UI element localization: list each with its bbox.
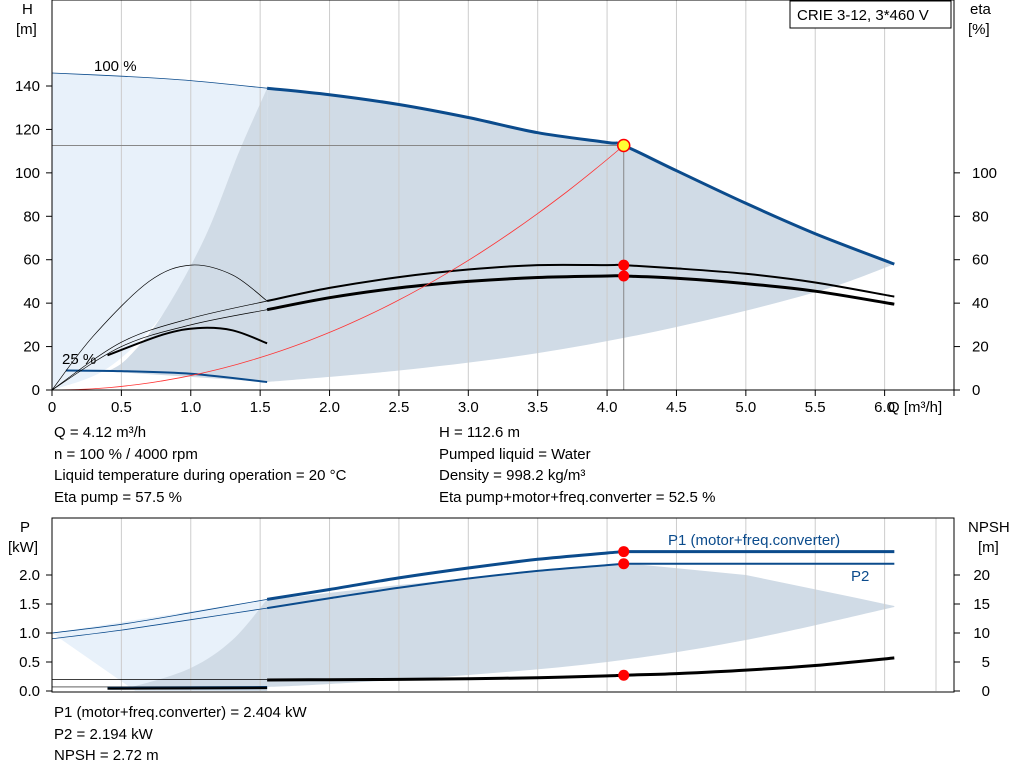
npsh-label-1: NPSH <box>968 519 1010 536</box>
y-left-tick-label: 2.0 <box>19 567 40 584</box>
info-top-right: H = 112.6 m Pumped liquid = Water Densit… <box>439 422 715 508</box>
y-left-tick-label: 120 <box>15 121 40 138</box>
y-left-tick-label: 20 <box>23 339 40 356</box>
y-left-tick-label: 140 <box>15 78 40 95</box>
y-left-tick-label: 40 <box>23 295 40 312</box>
extended-range-area <box>52 72 268 391</box>
x-tick-label: 5.5 <box>805 399 826 416</box>
speed-label-25: 25 % <box>62 351 96 368</box>
x-tick-label: 2.5 <box>388 399 409 416</box>
eta-curve-25 <box>107 326 268 357</box>
eta-curve-low-thin-2 <box>51 300 268 391</box>
duty-point-eta-pump <box>618 259 630 271</box>
p2-curve <box>266 562 895 610</box>
y-left-label-2: [m] <box>16 21 37 38</box>
info-eta-pump: Eta pump = 57.5 % <box>54 488 182 506</box>
y-right-tick-label: 0 <box>972 382 980 399</box>
x-tick-label: 4.0 <box>597 399 618 416</box>
head-curve-thin <box>51 72 268 89</box>
y-right-tick-label: 60 <box>972 252 989 269</box>
head-curve-25 <box>65 369 268 383</box>
y-left-tick-label: 0.0 <box>19 683 40 700</box>
duty-point-head <box>616 138 631 153</box>
y-right-tick-label: 0 <box>982 683 990 700</box>
x-tick-label: 1.0 <box>180 399 201 416</box>
info-pumped-liquid: Pumped liquid = Water <box>439 445 591 463</box>
system-curve <box>51 145 624 391</box>
x-tick-label: 4.5 <box>666 399 687 416</box>
chart-title: CRIE 3-12, 3*460 V <box>797 7 929 24</box>
power-chart: 0.0 0.5 1.0 1.5 2.0 0 5 10 15 20 <box>19 517 990 700</box>
p2-series-label: P2 <box>851 568 869 585</box>
y-right-tick-label: 5 <box>982 654 990 671</box>
p1-curve <box>266 550 895 601</box>
npsh-label-2: [m] <box>978 539 999 556</box>
duty-point-p2 <box>618 558 630 570</box>
y-right-label-2: [%] <box>968 21 990 38</box>
info-eta-total: Eta pump+motor+freq.converter = 52.5 % <box>439 488 716 506</box>
duty-point-p1 <box>618 546 630 558</box>
power-low-area <box>107 599 268 691</box>
eta-curve-low-thin-3 <box>51 309 268 391</box>
y-right-tick-label: 40 <box>972 295 989 312</box>
y-left-tick-label: 1.0 <box>19 625 40 642</box>
info-p1: P1 (motor+freq.converter) = 2.404 kW <box>54 704 307 721</box>
y-right-tick-label: 15 <box>973 596 990 613</box>
eta-curve-low-thin <box>51 264 268 391</box>
info-liquid-temp: Liquid temperature during operation = 20… <box>54 467 347 484</box>
x-tick-label: 0 <box>48 399 56 416</box>
head-curve <box>266 86 895 266</box>
p1-series-label: P1 (motor+freq.converter) <box>668 532 840 549</box>
info-head: H = 112.6 m <box>439 424 521 441</box>
power-range-area <box>267 563 895 691</box>
y-right-tick-label: 100 <box>972 165 997 182</box>
y-right-tick-label: 20 <box>973 567 990 584</box>
y-left-label-1: H <box>22 1 33 18</box>
info-bottom: P1 (motor+freq.converter) = 2.404 kW P2 … <box>54 702 307 767</box>
y-left-tick-label: 80 <box>23 208 40 225</box>
y-left-tick-label: 1.5 <box>19 596 40 613</box>
p2-curve-thin <box>51 607 268 640</box>
p-label-1: P <box>20 519 30 536</box>
operating-range-area <box>267 88 895 382</box>
head-chart: 0 20 40 60 80 100 120 140 0 20 40 60 80 100 0 0.5 1.0 1.5… <box>15 0 997 416</box>
duty-point-npsh <box>618 669 630 681</box>
y-left-tick-label: 60 <box>23 252 40 269</box>
info-npsh: NPSH = 2.72 m <box>54 747 159 764</box>
y-left-tick-label: 100 <box>15 165 40 182</box>
y-left-tick-label: 0 <box>32 382 40 399</box>
x-axis-label: Q [m³/h] <box>888 399 942 416</box>
duty-point-eta-total <box>618 270 630 282</box>
x-tick-label: 0.5 <box>111 399 132 416</box>
x-tick-label: 6.0 <box>874 399 895 416</box>
y-right-tick-label: 80 <box>972 208 989 225</box>
y-right-tick-label: 20 <box>972 339 989 356</box>
speed-label-100: 100 % <box>94 58 137 75</box>
info-density: Density = 998.2 kg/m³ <box>439 467 586 484</box>
chart-title-box: CRIE 3-12, 3*460 V <box>789 0 952 29</box>
npsh-curve <box>267 656 895 682</box>
y-right-tick-label: 10 <box>973 625 990 642</box>
info-p2: P2 = 2.194 kW <box>54 725 153 743</box>
p1-curve-thin <box>51 599 268 634</box>
y-left-tick-label: 0.5 <box>19 654 40 671</box>
x-tick-label: 1.5 <box>250 399 271 416</box>
x-tick-label: 3.0 <box>458 399 479 416</box>
eta-pump-curve <box>266 263 895 302</box>
low-flow-area <box>107 88 268 382</box>
x-tick-label: 5.0 <box>735 399 756 416</box>
eta-total-curve <box>266 274 895 312</box>
y-right-label-1: eta <box>970 1 992 18</box>
info-speed: n = 100 % / 4000 rpm <box>54 445 198 463</box>
x-tick-label: 3.5 <box>527 399 548 416</box>
info-flow: Q = 4.12 m³/h <box>54 424 147 441</box>
p2-curve-25 <box>107 687 268 690</box>
info-top-left: Q = 4.12 m³/h n = 100 % / 4000 rpm Liqui… <box>54 422 346 508</box>
p-label-2: [kW] <box>8 539 38 556</box>
x-tick-label: 2.0 <box>319 399 340 416</box>
